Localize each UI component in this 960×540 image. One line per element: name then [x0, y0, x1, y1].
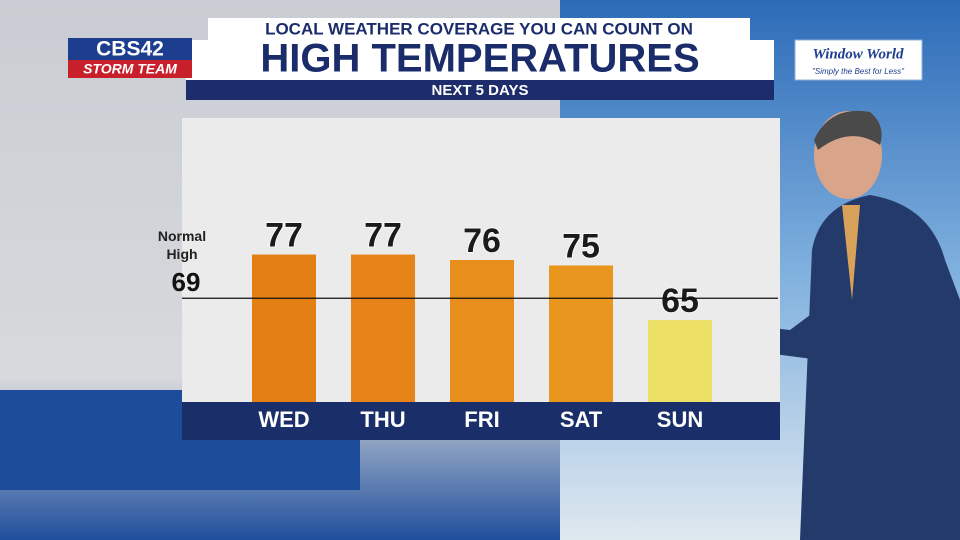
station-logo-band — [68, 38, 192, 60]
value-label: 65 — [661, 282, 699, 320]
tagline-band — [208, 18, 750, 40]
bar — [648, 320, 712, 402]
x-tick-label: THU — [360, 407, 405, 432]
bar — [450, 260, 514, 402]
category-band — [182, 402, 780, 440]
value-label: 77 — [265, 217, 303, 255]
station-logo: CBS42 — [96, 38, 164, 61]
sponsor-name: Window World — [812, 46, 904, 62]
sponsor-logo-box — [794, 39, 923, 81]
reference-value: 69 — [172, 267, 201, 297]
x-tick-label: FRI — [464, 407, 499, 432]
subtitle-band — [186, 80, 774, 100]
chart-subtitle: NEXT 5 DAYS — [432, 82, 529, 99]
bar — [252, 254, 316, 402]
chart-title: HIGH TEMPERATURES — [260, 37, 699, 81]
sponsor-slogan: "Simply the Best for Less" — [812, 67, 905, 76]
x-tick-label: SAT — [560, 407, 603, 432]
reference-label: Normal High — [158, 228, 206, 262]
bar — [351, 254, 415, 402]
bar — [549, 265, 613, 402]
x-tick-label: SUN — [657, 407, 703, 432]
team-logo: STORM TEAM — [83, 61, 177, 77]
value-label: 75 — [562, 227, 600, 265]
team-logo-band — [68, 60, 192, 78]
value-label: 77 — [364, 217, 402, 255]
tagline: LOCAL WEATHER COVERAGE YOU CAN COUNT ON — [265, 19, 693, 38]
x-tick-label: WED — [258, 407, 309, 432]
value-label: 76 — [463, 222, 501, 260]
title-band — [186, 40, 774, 80]
